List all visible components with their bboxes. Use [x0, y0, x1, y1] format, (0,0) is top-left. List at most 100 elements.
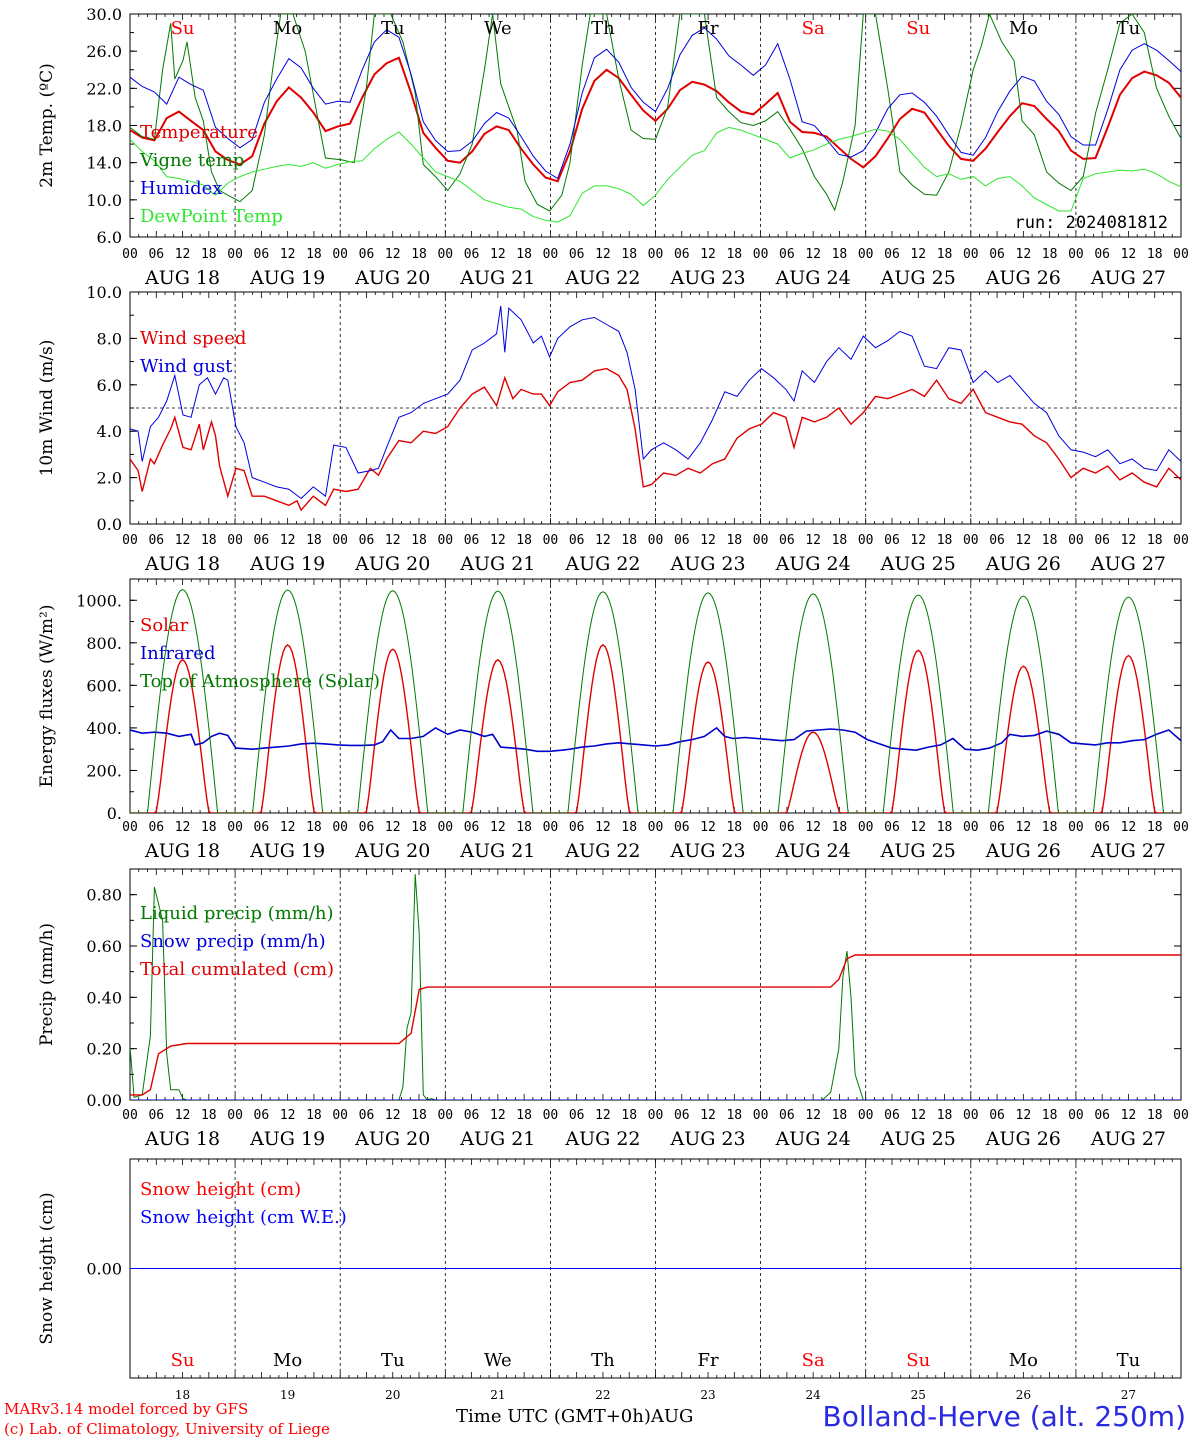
hour-tick-label: 18 — [201, 820, 217, 835]
hour-tick-label: 00 — [1173, 533, 1189, 548]
hour-tick-label: 18 — [516, 533, 532, 548]
y-axis-label: Snow height (cm) — [37, 1192, 57, 1344]
legend-entry: Snow height (cm W.E.) — [140, 1207, 347, 1228]
day-label: AUG 25 — [880, 267, 956, 289]
hour-tick-label: 18 — [306, 247, 322, 262]
hour-tick-label: 06 — [464, 1108, 480, 1123]
hour-tick-label: 00 — [437, 533, 453, 548]
day-number-label: 24 — [806, 1388, 822, 1402]
legend-entry: Total cumulated (cm) — [140, 959, 334, 980]
hour-tick-label: 12 — [910, 247, 926, 262]
hour-tick-label: 00 — [122, 247, 138, 262]
hour-tick-label: 00 — [543, 1108, 559, 1123]
hour-tick-label: 00 — [858, 1108, 874, 1123]
hour-tick-label: 00 — [1173, 1108, 1189, 1123]
chart-panel-1: 6.0 10.0 14.0 18.0 22.0 26.0 30.0 2m Temp. (ºC)… — [37, 5, 1189, 289]
day-label: AUG 21 — [459, 840, 535, 862]
hour-tick-label: 18 — [621, 820, 637, 835]
weekday-label: Mo — [273, 18, 302, 39]
weekday-label: We — [484, 1350, 512, 1371]
day-label: AUG 23 — [669, 1128, 745, 1150]
day-label: AUG 26 — [985, 553, 1061, 575]
hour-tick-label: 18 — [726, 247, 742, 262]
day-label: AUG 25 — [880, 1128, 956, 1150]
day-label: AUG 23 — [669, 840, 745, 862]
hour-tick-label: 06 — [464, 820, 480, 835]
hour-tick-label: 06 — [569, 820, 585, 835]
hour-tick-label: 18 — [306, 533, 322, 548]
hour-tick-label: 12 — [700, 1108, 716, 1123]
hour-tick-label: 00 — [1068, 1108, 1084, 1123]
legend-entry: Wind gust — [140, 356, 233, 377]
hour-tick-label: 06 — [569, 247, 585, 262]
hour-tick-label: 06 — [779, 820, 795, 835]
hour-tick-label: 00 — [543, 820, 559, 835]
hour-tick-label: 06 — [989, 533, 1005, 548]
weekday-label: Fr — [698, 18, 719, 39]
y-tick-label: 0.80 — [86, 886, 122, 905]
hour-tick-label: 18 — [411, 247, 427, 262]
hour-tick-label: 18 — [516, 820, 532, 835]
hour-tick-label: 06 — [1094, 247, 1110, 262]
day-label: AUG 27 — [1090, 840, 1166, 862]
y-axis-label: Precip (mm/h) — [37, 923, 57, 1046]
hour-tick-label: 00 — [753, 247, 769, 262]
y-tick-label: 14.0 — [86, 154, 122, 173]
weekday-label: Tu — [381, 1350, 405, 1371]
legend-entry: Vigne temp — [139, 150, 244, 171]
y-tick-label: 1000. — [76, 591, 122, 610]
legend-entry: Humidex — [140, 178, 222, 199]
hour-tick-label: 00 — [332, 533, 348, 548]
hour-tick-label: 00 — [753, 820, 769, 835]
hour-tick-label: 12 — [280, 1108, 296, 1123]
hour-tick-label: 12 — [805, 247, 821, 262]
day-label: AUG 24 — [775, 553, 851, 575]
legend-entry: Top of Atmosphere (Solar) — [140, 671, 380, 692]
weekday-label: Tu — [381, 18, 405, 39]
hour-tick-label: 18 — [832, 820, 848, 835]
hour-tick-label: 00 — [332, 1108, 348, 1123]
hour-tick-label: 12 — [910, 1108, 926, 1123]
hour-tick-label: 06 — [779, 533, 795, 548]
chart-panel-5: 0.00 Snow height (cm) Snow height (cm) Snow… — [37, 1158, 1182, 1402]
hour-tick-label: 00 — [963, 247, 979, 262]
hour-tick-label: 18 — [1147, 1108, 1163, 1123]
weekday-label: Su — [906, 18, 930, 39]
hour-tick-label: 12 — [1016, 247, 1032, 262]
hour-tick-label: 06 — [674, 1108, 690, 1123]
hour-tick-label: 06 — [464, 533, 480, 548]
hour-tick-label: 12 — [700, 820, 716, 835]
hour-tick-label: 06 — [148, 533, 164, 548]
day-label: AUG 19 — [249, 840, 325, 862]
day-label: AUG 21 — [459, 1128, 535, 1150]
y-tick-label: 0.60 — [86, 937, 122, 956]
hour-tick-label: 18 — [937, 247, 953, 262]
y-tick-label: 0.40 — [86, 988, 122, 1007]
hour-tick-label: 06 — [254, 533, 270, 548]
hour-tick-label: 18 — [1147, 820, 1163, 835]
weekday-label: Mo — [1009, 18, 1038, 39]
hour-tick-label: 00 — [122, 1108, 138, 1123]
weekday-label: We — [484, 18, 512, 39]
hour-tick-label: 12 — [490, 533, 506, 548]
legend-entry: Wind speed — [140, 328, 246, 349]
hour-tick-label: 12 — [280, 820, 296, 835]
y-tick-label: 0.00 — [86, 1091, 122, 1110]
y-tick-label: 400. — [86, 719, 122, 738]
hour-tick-label: 12 — [1016, 1108, 1032, 1123]
day-label: AUG 22 — [564, 267, 640, 289]
series-line-solar — [130, 644, 1181, 813]
hour-tick-label: 06 — [254, 247, 270, 262]
hour-tick-label: 18 — [411, 533, 427, 548]
y-tick-label: 8.0 — [97, 329, 122, 348]
legend-entry: Infrared — [140, 643, 215, 664]
hour-tick-label: 18 — [411, 1108, 427, 1123]
y-tick-label: 600. — [86, 676, 122, 695]
y-axis-label: Energy fluxes (W/m²) — [37, 605, 57, 788]
run-label: run: 2024081812 — [1014, 213, 1168, 233]
hour-tick-label: 00 — [858, 247, 874, 262]
hour-tick-label: 18 — [1042, 820, 1058, 835]
hour-tick-label: 12 — [595, 820, 611, 835]
hour-tick-label: 06 — [674, 820, 690, 835]
